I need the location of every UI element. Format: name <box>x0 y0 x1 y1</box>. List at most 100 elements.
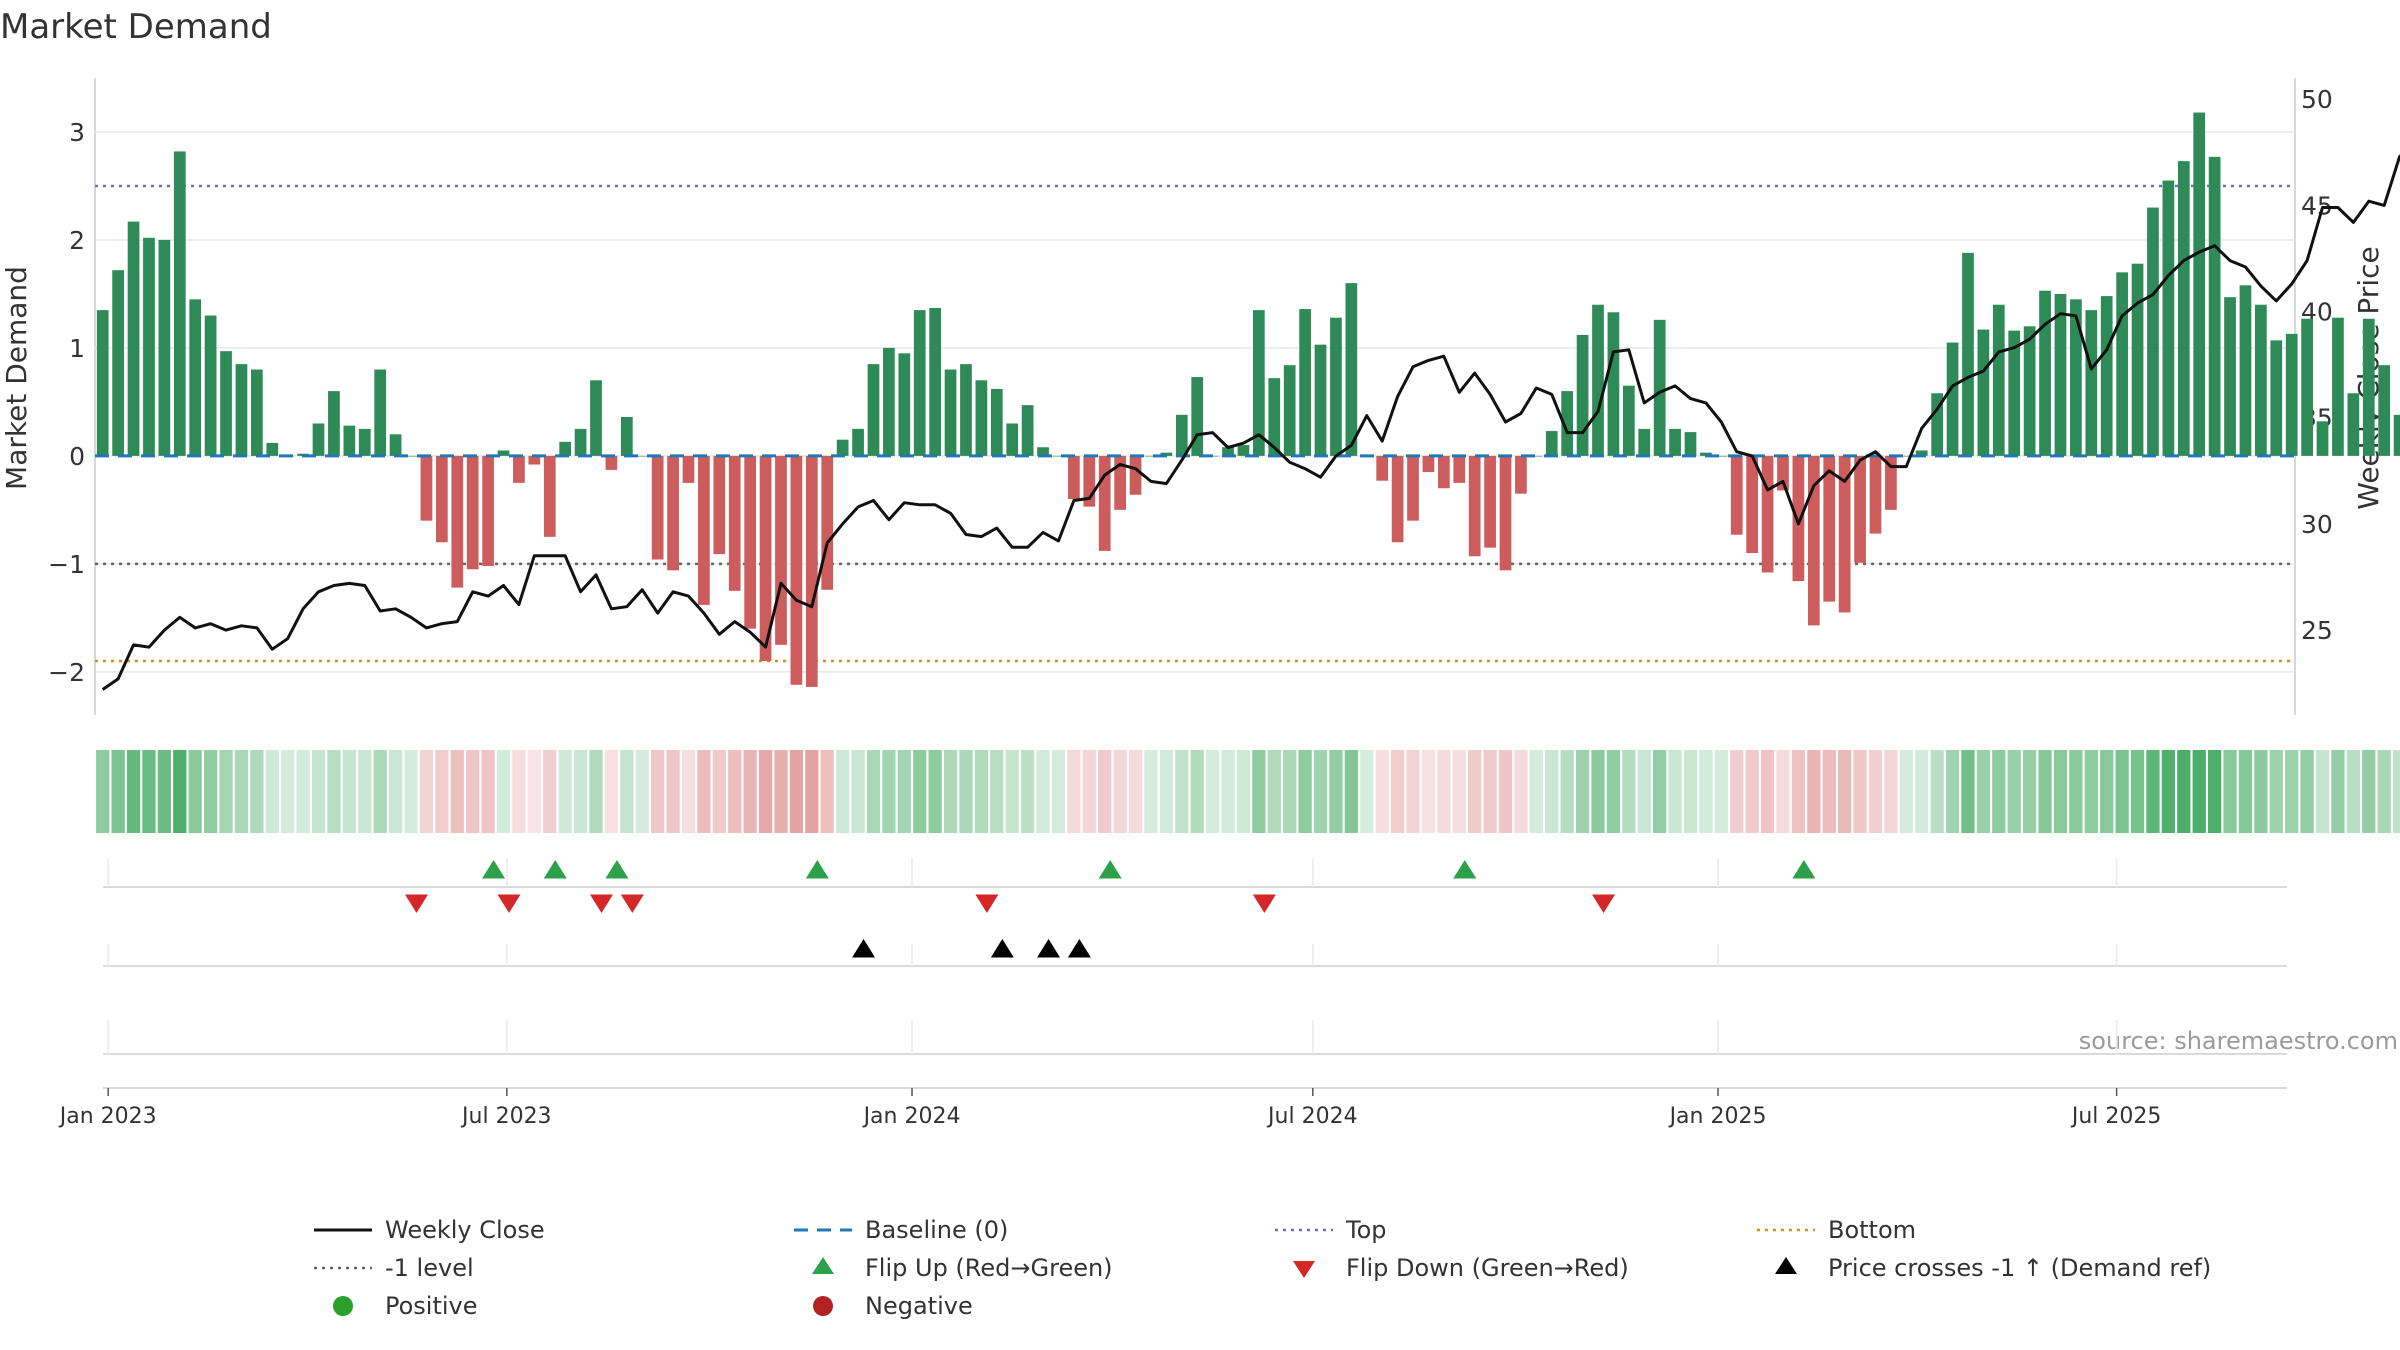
heat-cell <box>805 750 819 833</box>
heat-cell <box>2084 750 2098 833</box>
flip-up-marker <box>1098 860 1122 879</box>
flip-down-marker <box>620 894 644 913</box>
demand-bar-positive <box>574 428 587 456</box>
heat-cell <box>388 750 403 833</box>
heat-cell <box>1082 750 1096 833</box>
flip-up-marker <box>805 860 829 879</box>
heat-cell <box>2053 750 2068 833</box>
heat-cell <box>635 750 649 833</box>
demand-bar-positive <box>2301 318 2313 456</box>
demand-bar-positive <box>2131 263 2144 456</box>
heat-cell <box>1683 750 1698 833</box>
heat-cell <box>1591 750 1605 833</box>
demand-bar-negative <box>805 455 818 687</box>
demand-bar-positive <box>358 428 371 456</box>
demand-bar-positive <box>1314 344 1327 456</box>
legend-label: Weekly Close <box>385 1216 545 1244</box>
demand-bar-positive <box>220 351 232 456</box>
demand-bar-positive <box>389 434 402 456</box>
heat-cell <box>836 750 850 833</box>
demand-bar-positive <box>2008 330 2021 456</box>
demand-bar-negative <box>1499 455 1512 571</box>
heat-cell <box>820 750 834 833</box>
heat-cell <box>1653 750 1667 833</box>
heat-cell <box>1822 750 1836 833</box>
heat-cell <box>1668 750 1682 833</box>
demand-bar-positive <box>312 423 325 456</box>
demand-bar-positive <box>2239 285 2252 456</box>
demand-bar-negative <box>682 455 695 483</box>
heat-cell <box>1606 750 1621 833</box>
demand-bar-negative <box>728 455 741 591</box>
heat-cell <box>281 750 295 833</box>
demand-bar-positive <box>2054 293 2067 456</box>
x-tick-label: Jan 2024 <box>862 1104 961 1129</box>
demand-bar-positive <box>2085 310 2098 456</box>
demand-bar-negative <box>698 455 710 605</box>
demand-bar-positive <box>2347 393 2360 456</box>
demand-bar-negative <box>482 455 494 567</box>
price-cross-marker <box>852 939 876 958</box>
flip-down-marker <box>1252 894 1276 913</box>
demand-bar-negative <box>759 455 772 662</box>
heat-cell <box>1375 750 1389 833</box>
demand-bar-positive <box>2255 304 2267 456</box>
heat-cell <box>1452 750 1466 833</box>
heat-cell <box>2300 750 2314 833</box>
legend-label: Flip Up (Red→Green) <box>865 1254 1113 1282</box>
x-tick-label: Jul 2023 <box>460 1104 552 1129</box>
demand-bar-negative <box>1484 455 1496 548</box>
heat-cell <box>265 750 279 833</box>
legend-item: Bottom <box>1757 1216 1916 1244</box>
heat-cell <box>1360 750 1374 833</box>
y-tick-label-right: 50 <box>2301 85 2333 114</box>
legend-item: Weekly Close <box>314 1216 545 1244</box>
heat-cell <box>1560 750 1574 833</box>
heat-cell <box>250 750 264 833</box>
x-tick-label: Jul 2025 <box>2070 1104 2162 1129</box>
demand-bar-negative <box>1376 455 1389 481</box>
heat-cell <box>1175 750 1189 833</box>
heat-cell <box>1961 750 1975 833</box>
heat-cell <box>2100 750 2114 833</box>
demand-bar-positive <box>1160 452 1173 456</box>
demand-bar-positive <box>1530 455 1543 457</box>
heat-cell <box>1252 750 1266 833</box>
demand-bar-positive <box>2070 299 2082 456</box>
heat-cell <box>851 750 865 833</box>
legend-label: Bottom <box>1828 1216 1916 1244</box>
demand-bar-negative <box>1746 455 1759 554</box>
heat-cell <box>373 750 387 833</box>
heat-cell <box>1421 750 1436 833</box>
demand-bar-positive <box>2162 180 2175 456</box>
heat-strip <box>96 750 2400 833</box>
heat-cell <box>1545 750 1559 833</box>
x-axis: Jan 2023 Jul 2023 Jan 2024 Jul 2024 Jan 2025… <box>58 1088 2162 1129</box>
demand-bar-positive <box>990 388 1003 456</box>
flip-up-marker <box>605 860 629 879</box>
demand-bar-positive <box>1900 455 1913 457</box>
demand-bar-negative <box>1807 455 1820 626</box>
demand-bar-positive <box>1653 319 1666 456</box>
demand-bar-positive <box>1684 432 1697 456</box>
demand-bar-positive <box>235 364 248 456</box>
heat-cell <box>1807 750 1821 833</box>
legend-label: Price crosses -1 ↑ (Demand ref) <box>1828 1254 2211 1282</box>
legend: Weekly Close Baseline (0) Top Bottom -1 leve… <box>314 1216 2211 1320</box>
heat-cell <box>1622 750 1636 833</box>
heat-cell <box>342 750 356 833</box>
x-tick-label: Jan 2023 <box>58 1104 157 1129</box>
demand-bar-positive <box>1592 304 1604 456</box>
heat-cell <box>1067 750 1081 833</box>
demand-bar-positive <box>127 221 140 456</box>
heat-cell <box>327 750 341 833</box>
heat-cell <box>1915 750 1929 833</box>
demand-bar-positive <box>1946 342 1959 456</box>
heat-cell <box>712 750 726 833</box>
heat-cell <box>188 750 202 833</box>
demand-bar-positive <box>975 380 988 456</box>
demand-bar-negative <box>1391 455 1404 543</box>
demand-bar-positive <box>2316 421 2329 456</box>
heat-cell <box>126 750 141 833</box>
flip-down-marker <box>1592 894 1616 913</box>
